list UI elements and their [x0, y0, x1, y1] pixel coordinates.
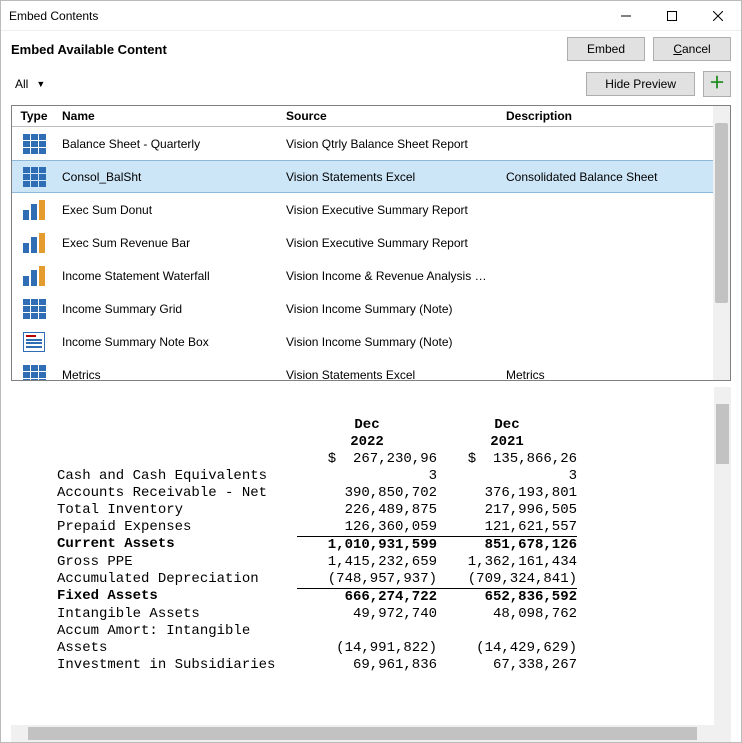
- col-type[interactable]: Type: [12, 106, 56, 126]
- plus-icon: ＋: [709, 76, 725, 92]
- grid-body: Balance Sheet - QuarterlyVision Qtrly Ba…: [12, 127, 730, 380]
- table-row[interactable]: Balance Sheet - QuarterlyVision Qtrly Ba…: [12, 127, 730, 160]
- hide-preview-button[interactable]: Hide Preview: [586, 72, 695, 96]
- type-icon: [12, 199, 56, 221]
- add-button[interactable]: ＋: [703, 71, 731, 97]
- grid-scrollbar[interactable]: [713, 106, 730, 380]
- cell-source: Vision Executive Summary Report: [280, 203, 500, 217]
- table-row[interactable]: Income Statement WaterfallVision Income …: [12, 259, 730, 292]
- preview-content: DecDec20222021$ 267,230,96$ 135,866,26Ca…: [11, 387, 731, 742]
- cell-name: Consol_BalSht: [56, 170, 280, 184]
- cell-description: Metrics: [500, 368, 730, 381]
- filter-label: All: [15, 77, 28, 91]
- cell-source: Vision Income & Revenue Analysis Report: [280, 269, 500, 283]
- type-icon: [12, 331, 56, 353]
- table-row[interactable]: Income Summary GridVision Income Summary…: [12, 292, 730, 325]
- cell-name: Metrics: [56, 368, 280, 381]
- table-row[interactable]: Exec Sum Revenue BarVision Executive Sum…: [12, 226, 730, 259]
- type-icon: [12, 133, 56, 155]
- table-row[interactable]: Exec Sum DonutVision Executive Summary R…: [12, 193, 730, 226]
- dialog-heading: Embed Available Content: [11, 42, 559, 57]
- chevron-down-icon: ▼: [36, 79, 45, 89]
- close-button[interactable]: [695, 1, 741, 31]
- cell-description: Consolidated Balance Sheet: [500, 170, 730, 184]
- cell-name: Exec Sum Revenue Bar: [56, 236, 280, 250]
- cell-source: Vision Income Summary (Note): [280, 335, 500, 349]
- cell-name: Income Summary Grid: [56, 302, 280, 316]
- preview-vertical-scrollbar[interactable]: [714, 387, 731, 725]
- embed-button[interactable]: Embed: [567, 37, 645, 61]
- cell-name: Income Summary Note Box: [56, 335, 280, 349]
- cell-source: Vision Statements Excel: [280, 368, 500, 381]
- cell-source: Vision Statements Excel: [280, 170, 500, 184]
- preview-horizontal-scrollbar[interactable]: [11, 725, 731, 742]
- window-title: Embed Contents: [9, 9, 603, 23]
- content-grid: Type Name Source Description Balance She…: [11, 105, 731, 381]
- col-description[interactable]: Description: [500, 106, 730, 126]
- col-name[interactable]: Name: [56, 106, 280, 126]
- maximize-button[interactable]: [649, 1, 695, 31]
- toolbar-primary: Embed Available Content Embed Cancel: [1, 31, 741, 67]
- table-row[interactable]: MetricsVision Statements ExcelMetrics: [12, 358, 730, 380]
- table-row[interactable]: Income Summary Note BoxVision Income Sum…: [12, 325, 730, 358]
- cancel-button[interactable]: Cancel: [653, 37, 731, 61]
- cell-name: Balance Sheet - Quarterly: [56, 137, 280, 151]
- grid-header: Type Name Source Description: [12, 106, 730, 127]
- titlebar: Embed Contents: [1, 1, 741, 31]
- type-icon: [12, 232, 56, 254]
- cell-source: Vision Qtrly Balance Sheet Report: [280, 137, 500, 151]
- minimize-button[interactable]: [603, 1, 649, 31]
- dialog-window: Embed Contents Embed Available Content E…: [0, 0, 742, 743]
- col-source[interactable]: Source: [280, 106, 500, 126]
- type-icon: [12, 298, 56, 320]
- type-icon: [12, 265, 56, 287]
- cell-name: Income Statement Waterfall: [56, 269, 280, 283]
- type-icon: [12, 364, 56, 381]
- filter-dropdown[interactable]: All ▼: [11, 75, 49, 93]
- table-row[interactable]: Consol_BalShtVision Statements ExcelCons…: [12, 160, 730, 193]
- cell-name: Exec Sum Donut: [56, 203, 280, 217]
- type-icon: [12, 166, 56, 188]
- toolbar-secondary: All ▼ Hide Preview ＋: [1, 67, 741, 105]
- preview-pane: DecDec20222021$ 267,230,96$ 135,866,26Ca…: [11, 387, 731, 742]
- cell-source: Vision Income Summary (Note): [280, 302, 500, 316]
- cell-source: Vision Executive Summary Report: [280, 236, 500, 250]
